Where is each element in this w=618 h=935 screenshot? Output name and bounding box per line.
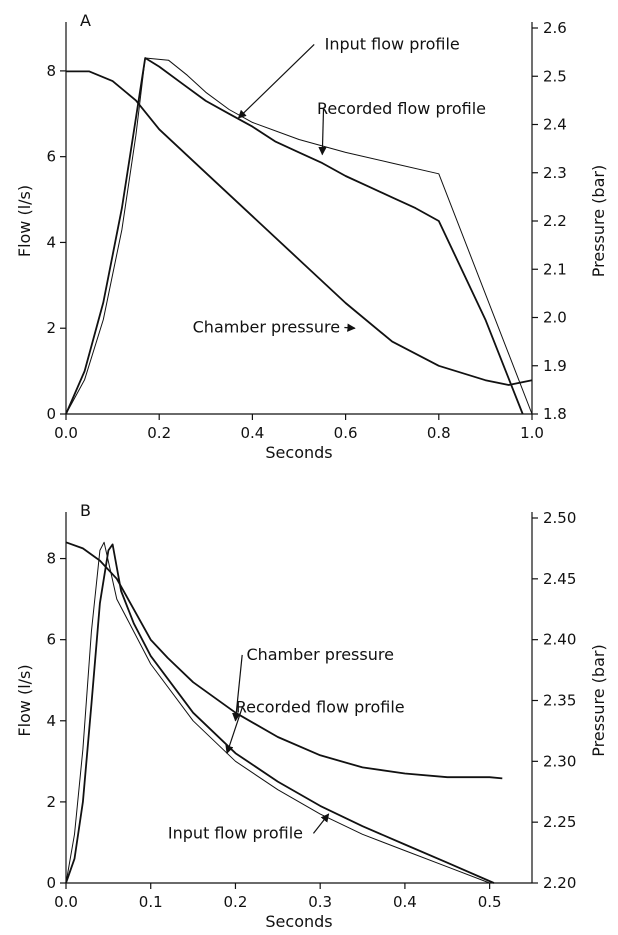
panel-a-y2-tick-label: 2.1 (543, 260, 567, 278)
panel-b-y-tick-label: 0 (46, 874, 56, 892)
panel-a-y2-tick-label: 2.5 (543, 67, 567, 85)
panel-a-y2-tick-label: 1.9 (543, 357, 567, 375)
panel-a-y2-tick-label: 2.6 (543, 19, 567, 37)
panel-b-y-tick-label: 6 (46, 631, 56, 649)
panel-b-series-chamber-pressure (65, 541, 503, 780)
panel-b-arrow-recorded-flow-profile (225, 707, 243, 755)
panel-a-x-tick-label: 0.0 (54, 424, 78, 442)
panel-a-x-tick-label: 0.6 (334, 424, 358, 442)
panel-a-label: A (80, 11, 91, 30)
panel-a-annotation-recorded-flow-profile: Recorded flow profile (317, 99, 486, 118)
panel-a-series-input-flow-profile (65, 57, 533, 415)
panel-a-y2-tick-label: 2.4 (543, 116, 567, 134)
panel-a-y-tick-label: 6 (46, 148, 56, 166)
panel-a-annotation-chamber-pressure: Chamber pressure (193, 318, 340, 337)
panel-b-y2-tick-label: 2.25 (543, 813, 576, 831)
panel-b-arrow-input-flow-profile (312, 813, 330, 834)
panel-b-x-tick-label: 0.1 (139, 893, 163, 911)
panel-a-series-recorded-flow-profile (65, 57, 524, 415)
panel-a-y-tick-label: 0 (46, 405, 56, 423)
panel-b-y-tick-label: 2 (46, 793, 56, 811)
panel-b-annotation-chamber-pressure: Chamber pressure (246, 645, 393, 664)
panel-a-x-tick-label: 0.2 (147, 424, 171, 442)
panel-b-y2-axis-label: Pressure (bar) (589, 644, 608, 756)
panel-a-y-axis-label: Flow (l/s) (15, 185, 34, 257)
panel-a-y2-axis-label: Pressure (bar) (589, 165, 608, 277)
panel-b-series-recorded-flow-profile (65, 543, 495, 884)
panel-a-y-tick-label: 8 (46, 62, 56, 80)
panel-b-y2-tick-label: 2.50 (543, 509, 576, 527)
panel-a-y-tick-label: 2 (46, 319, 56, 337)
panel-a-y2-tick-label: 2.0 (543, 309, 567, 327)
panel-b-x-tick-label: 0.4 (393, 893, 417, 911)
panel-a: A 0.0 0.2 0.4 0.6 0.8 1.0 0 2 4 6 8 1.8 1.9 2.0 2.1 2.2 2… (15, 11, 608, 462)
panel-b-x-tick-label: 0.2 (224, 893, 248, 911)
panel-b-y-axis-label: Flow (l/s) (15, 664, 34, 736)
panel-a-arrow-input-flow-profile (237, 44, 315, 119)
panel-b-x-tick-label: 0.0 (54, 893, 78, 911)
panel-b-y2-tick-label: 2.20 (543, 874, 576, 892)
panel-b-series-input-flow-profile (65, 541, 490, 884)
panel-b-y2-tick-label: 2.45 (543, 570, 576, 588)
panel-b-y-tick-label: 4 (46, 712, 56, 730)
panel-b-y-tick-label: 8 (46, 550, 56, 568)
panel-a-y2-tick-label: 2.3 (543, 164, 567, 182)
panel-a-arrow-chamber-pressure (344, 323, 356, 332)
panel-b-x-tick-label: 0.3 (308, 893, 332, 911)
panel-a-x-tick-label: 0.4 (240, 424, 264, 442)
panel-b-y2-tick-label: 2.35 (543, 692, 576, 710)
panel-b-annotation-recorded-flow-profile: Recorded flow profile (236, 698, 405, 717)
panel-a-arrow-recorded-flow-profile (318, 108, 327, 156)
panel-a-annotation-input-flow-profile: Input flow profile (325, 34, 460, 53)
panel-b: B 0.0 0.1 0.2 0.3 0.4 0.5 0 2 4 6 8 2.20 2.25 2.30 2.35… (15, 501, 608, 931)
panel-a-x-tick-label: 1.0 (520, 424, 544, 442)
panel-b-x-axis-label: Seconds (265, 912, 332, 931)
panel-a-y2-tick-label: 1.8 (543, 405, 567, 423)
panel-b-annotation-input-flow-profile: Input flow profile (168, 823, 303, 842)
panel-b-label: B (80, 501, 91, 520)
panel-a-x-tick-label: 0.8 (427, 424, 451, 442)
panel-a-series-chamber-pressure (66, 70, 533, 386)
panel-a-y2-tick-label: 2.2 (543, 212, 567, 230)
panel-b-y2-tick-label: 2.30 (543, 752, 576, 770)
panel-b-y2-tick-label: 2.40 (543, 631, 576, 649)
panel-a-x-axis-label: Seconds (265, 443, 332, 462)
panel-b-x-tick-label: 0.5 (478, 893, 502, 911)
panel-a-y-tick-label: 4 (46, 233, 56, 251)
panel-b-arrow-chamber-pressure (232, 654, 243, 722)
